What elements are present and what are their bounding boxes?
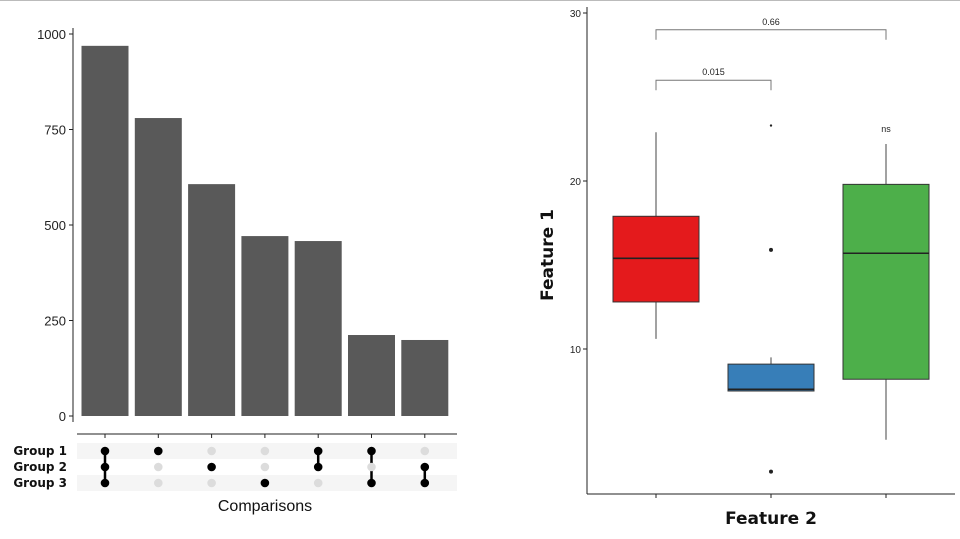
matrix-dot-active bbox=[154, 446, 163, 456]
y-tick-label: 250 bbox=[44, 314, 66, 329]
set-label: Group 3 bbox=[13, 476, 67, 490]
bar bbox=[401, 339, 449, 416]
upset-x-axis-label: Comparisons bbox=[218, 498, 312, 515]
matrix-dot-active bbox=[100, 462, 110, 472]
matrix-dot-inactive bbox=[154, 478, 163, 488]
matrix-dot-active bbox=[313, 462, 323, 472]
upset-plot: 0 250 500 750 1000 Group 1 Group 2 Group 3 bbox=[13, 27, 457, 491]
significance-bracket bbox=[655, 29, 887, 40]
matrix-dot-inactive bbox=[260, 462, 270, 472]
bar bbox=[348, 335, 395, 416]
matrix-dot-active bbox=[260, 478, 270, 488]
matrix-dot-inactive bbox=[154, 462, 163, 472]
y-tick-label: 500 bbox=[44, 218, 66, 233]
matrix-dot-active bbox=[207, 462, 216, 472]
matrix-dot-active bbox=[100, 446, 110, 456]
matrix-dot-inactive bbox=[313, 478, 323, 488]
y-tick-label: 30 bbox=[570, 9, 582, 20]
significance-bracket bbox=[655, 79, 772, 91]
matrix-dot-inactive bbox=[207, 446, 216, 456]
matrix-dot-active bbox=[313, 446, 323, 456]
set-label: Group 1 bbox=[13, 444, 67, 458]
matrix-dot-inactive bbox=[260, 446, 270, 456]
p-value-label: 0.015 bbox=[702, 67, 725, 77]
matrix-dot-active bbox=[420, 462, 430, 472]
y-tick-label: 20 bbox=[570, 177, 582, 188]
bar bbox=[134, 118, 182, 416]
bar bbox=[81, 45, 129, 416]
boxplot: 10 20 30 0.015 0.66 ns bbox=[570, 7, 955, 498]
bar bbox=[188, 184, 236, 416]
matrix-dot-active bbox=[100, 478, 110, 488]
box-x-axis-label: Feature 2 bbox=[725, 509, 817, 529]
y-tick-label: 10 bbox=[570, 345, 582, 356]
y-tick-label: 1000 bbox=[37, 27, 66, 42]
y-tick-label: 750 bbox=[44, 123, 66, 138]
matrix-dot-inactive bbox=[420, 446, 430, 456]
matrix-dot-active bbox=[367, 446, 376, 456]
box-y-axis-label: Feature 1 bbox=[538, 209, 558, 301]
y-tick-label: 0 bbox=[59, 409, 66, 424]
matrix-dot-active bbox=[367, 478, 376, 488]
p-value-label: 0.66 bbox=[762, 17, 780, 27]
bar bbox=[294, 241, 342, 416]
matrix-dot-inactive bbox=[367, 462, 376, 472]
box bbox=[842, 183, 930, 380]
bar bbox=[241, 236, 289, 416]
matrix-dot-inactive bbox=[207, 478, 216, 488]
set-label: Group 2 bbox=[13, 460, 67, 474]
outlier-point bbox=[769, 469, 773, 474]
box bbox=[727, 363, 815, 392]
outlier-point bbox=[769, 247, 773, 252]
box bbox=[612, 215, 700, 303]
outlier-point bbox=[769, 124, 773, 127]
significance-label: ns bbox=[881, 124, 891, 134]
matrix-dot-active bbox=[420, 478, 430, 488]
